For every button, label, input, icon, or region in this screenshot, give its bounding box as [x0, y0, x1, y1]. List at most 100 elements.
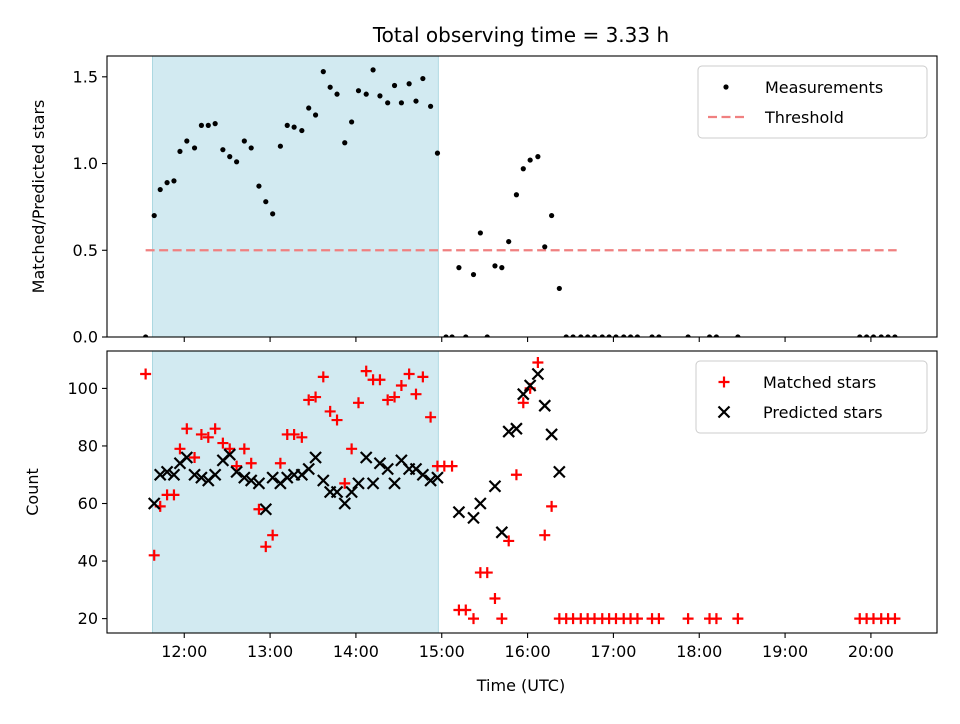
- data-point: [360, 365, 372, 377]
- data-point: [191, 145, 198, 151]
- legend: Measurements Threshold: [697, 65, 928, 139]
- data-point: [889, 613, 901, 625]
- series-predicted-stars: [147, 367, 566, 539]
- data-point: [164, 180, 170, 186]
- data-point: [382, 394, 394, 406]
- data-point: [735, 334, 741, 337]
- data-point: [538, 399, 552, 412]
- data-point: [198, 122, 205, 128]
- data-point: [370, 67, 376, 73]
- data-point: [151, 212, 157, 219]
- legend: Matched stars Predicted stars: [695, 360, 928, 434]
- x-tick-label: 20:00: [848, 642, 894, 661]
- data-point: [706, 334, 713, 337]
- data-point: [189, 451, 201, 463]
- y-tick-label: 80: [78, 436, 98, 455]
- data-point: [147, 497, 161, 510]
- data-point: [481, 567, 493, 579]
- data-point: [532, 357, 544, 369]
- data-point: [456, 265, 462, 271]
- data-point: [346, 443, 358, 455]
- data-point: [542, 244, 548, 250]
- data-point: [212, 121, 218, 127]
- legend-label: Predicted stars: [763, 403, 883, 422]
- x-axis-label: Time (UTC): [476, 676, 565, 695]
- data-point: [377, 93, 383, 99]
- data-point: [288, 428, 300, 440]
- data-point: [599, 334, 605, 337]
- data-point: [489, 592, 501, 604]
- data-point: [732, 613, 744, 625]
- plot-area: [143, 56, 898, 337]
- data-point: [468, 613, 480, 625]
- data-point: [539, 529, 551, 541]
- data-point: [352, 477, 365, 490]
- data-point: [531, 367, 545, 381]
- data-point: [413, 98, 419, 104]
- series-measurements: [143, 67, 898, 337]
- y-tick-label: 1.0: [73, 154, 98, 173]
- data-point: [406, 81, 412, 87]
- y-tick-label: 40: [78, 552, 98, 571]
- data-point: [238, 443, 250, 455]
- data-point: [188, 468, 201, 482]
- x-tick-label: 19:00: [762, 642, 808, 661]
- legend-marker: [723, 84, 729, 90]
- data-point: [324, 405, 336, 417]
- data-point: [420, 75, 426, 82]
- chart-title: Total observing time = 3.33 h: [372, 23, 669, 47]
- data-point: [878, 334, 884, 337]
- y-tick-label: 0.0: [73, 328, 98, 347]
- data-point: [310, 391, 322, 403]
- data-point: [363, 91, 369, 97]
- data-point: [373, 456, 387, 470]
- axes-frame: [106, 350, 938, 634]
- data-point: [209, 423, 221, 435]
- data-point: [157, 186, 163, 193]
- data-point: [403, 368, 415, 380]
- data-point: [270, 211, 276, 217]
- data-point: [710, 613, 722, 625]
- data-point: [446, 460, 458, 472]
- data-point: [167, 468, 181, 482]
- data-point: [299, 127, 305, 134]
- x-tick-label: 18:00: [676, 642, 722, 661]
- data-point: [231, 460, 243, 472]
- data-point: [291, 124, 297, 130]
- data-point: [389, 391, 401, 403]
- data-point: [492, 263, 498, 269]
- data-point: [223, 448, 237, 461]
- data-point: [634, 334, 641, 337]
- data-point: [682, 613, 694, 625]
- data-point: [208, 468, 222, 482]
- data-point: [181, 423, 193, 435]
- data-point: [417, 371, 429, 383]
- data-point: [499, 265, 505, 271]
- data-point: [339, 477, 351, 489]
- data-point: [510, 469, 522, 481]
- legend-marker: [717, 405, 731, 419]
- data-point: [140, 368, 152, 380]
- data-point: [331, 414, 343, 426]
- data-point: [334, 91, 340, 97]
- data-point: [230, 465, 243, 479]
- y-axis-label: Matched/Predicted stars: [29, 100, 48, 294]
- data-point: [591, 334, 598, 337]
- data-point: [280, 471, 294, 484]
- data-point: [303, 394, 315, 406]
- x-tick-label: 13:00: [247, 642, 293, 661]
- data-point: [180, 451, 194, 464]
- data-point: [578, 334, 584, 337]
- data-point: [416, 468, 430, 482]
- data-point: [649, 334, 655, 337]
- x-tick-label: 16:00: [505, 642, 551, 661]
- data-point: [613, 334, 619, 337]
- data-point: [621, 334, 627, 337]
- data-point: [857, 334, 863, 337]
- data-point: [227, 154, 233, 160]
- data-point: [503, 535, 515, 547]
- data-point: [513, 192, 520, 198]
- data-point: [171, 178, 177, 184]
- data-point: [685, 334, 691, 337]
